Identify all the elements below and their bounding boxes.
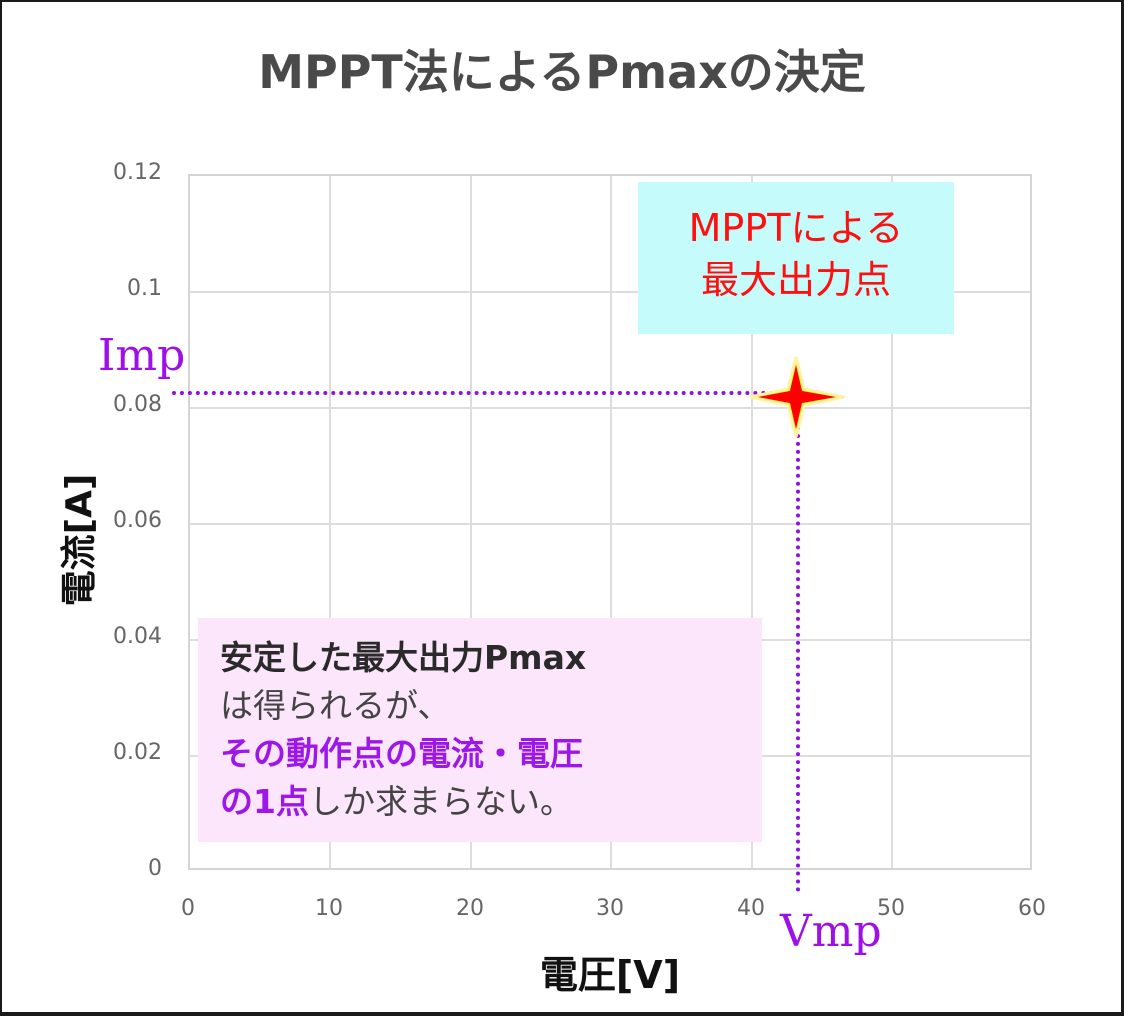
gridline-x-10 xyxy=(329,176,331,868)
xtick-label: 10 xyxy=(315,896,343,921)
imp-guide-line xyxy=(172,391,782,395)
xtick-label: 30 xyxy=(596,896,624,921)
note-line3: その動作点の電流・電圧 xyxy=(220,734,583,773)
ytick-label: 0 xyxy=(148,856,162,881)
note-line2: は得られるが、 xyxy=(220,686,451,725)
note-line4: の1点しか求まらない。 xyxy=(220,778,740,826)
y-axis-label: 電流[A] xyxy=(59,473,100,607)
xtick-label: 40 xyxy=(737,896,765,921)
gridline-x-30 xyxy=(610,176,612,868)
gridline-y-0.1 xyxy=(190,291,1030,293)
ytick-label: 0.1 xyxy=(127,276,162,301)
chart-title: MPPT法によるPmaxの決定 xyxy=(258,45,866,99)
ytick-label: 0.08 xyxy=(113,392,162,417)
mppt-callout-line1: MPPTによる xyxy=(688,206,904,250)
note-line4-highlight: の1点 xyxy=(220,782,309,821)
note-line4-rest: しか求まらない。 xyxy=(308,782,573,821)
ytick-label: 0.06 xyxy=(113,508,162,533)
imp-label: Imp xyxy=(98,330,186,381)
xtick-label: 50 xyxy=(877,896,905,921)
ytick-label: 0.04 xyxy=(113,624,162,649)
note-line1: 安定した最大出力Pmax xyxy=(220,638,587,677)
plot-area xyxy=(188,174,1032,870)
xtick-label: 20 xyxy=(456,896,484,921)
mppt-callout: MPPTによる 最大出力点 xyxy=(638,182,954,334)
gridline-y-0.06 xyxy=(190,523,1030,525)
mppt-callout-line2: 最大出力点 xyxy=(700,258,891,302)
max-power-point-star-icon xyxy=(749,356,845,438)
xtick-label: 60 xyxy=(1018,896,1046,921)
x-axis-label: 電圧[V] xyxy=(539,953,681,997)
gridline-x-50 xyxy=(891,176,893,868)
vmp-guide-line xyxy=(796,426,800,892)
vmp-label: Vmp xyxy=(780,906,882,957)
xtick-label: 0 xyxy=(181,896,195,921)
ytick-label: 0.12 xyxy=(113,160,162,185)
gridline-x-40 xyxy=(751,176,753,868)
gridline-x-20 xyxy=(470,176,472,868)
ytick-label: 0.02 xyxy=(113,740,162,765)
note-callout: 安定した最大出力Pmax は得られるが、 その動作点の電流・電圧 の1点しか求ま… xyxy=(198,618,762,842)
gridline-y-0.08 xyxy=(190,407,1030,409)
